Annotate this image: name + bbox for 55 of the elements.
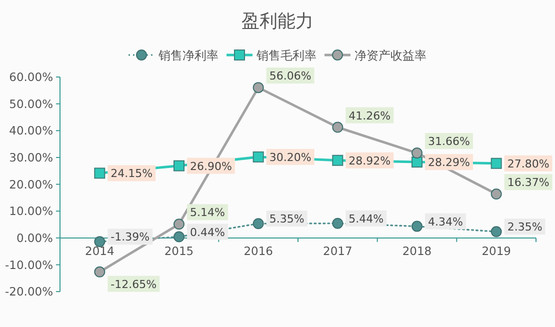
data-label: 30.20%: [269, 150, 312, 164]
y-tick-label: 10.00%: [9, 204, 54, 218]
point: [94, 168, 106, 179]
y-tick-label: -10.00%: [5, 258, 54, 272]
x-tick-label: 2019: [482, 244, 511, 258]
data-label: 4.34%: [428, 215, 463, 228]
point: [332, 218, 344, 229]
point: [174, 218, 184, 230]
data-label: 5.35%: [269, 212, 304, 226]
legend-label: 销售净利率: [158, 48, 218, 62]
point: [490, 226, 502, 238]
data-label: -1.39%: [110, 230, 150, 244]
data-label: 24.15%: [110, 167, 153, 180]
point: [174, 160, 184, 172]
legend-label: 净资产收益率: [354, 48, 426, 62]
point: [252, 82, 264, 94]
x-tick-label: 2016: [244, 244, 273, 258]
point: [412, 220, 422, 232]
chart-title: 盈利能力: [242, 11, 314, 32]
y-tick-label: 20.00%: [9, 177, 54, 192]
x-tick-label: 2014: [85, 244, 114, 258]
data-label: 41.26%: [348, 109, 391, 122]
data-label: 2.35%: [507, 220, 542, 234]
point: [94, 236, 106, 248]
y-tick-label: 30.00%: [9, 150, 54, 164]
x-tick-label: 2018: [402, 244, 432, 258]
point: [252, 151, 264, 162]
data-label: 16.37%: [507, 176, 550, 190]
legend-label: 销售毛利率: [256, 48, 316, 62]
data-label: 5.14%: [190, 206, 225, 220]
data-label: 28.29%: [428, 156, 470, 170]
y-tick-label: 0.00%: [16, 230, 54, 245]
point: [174, 231, 184, 242]
point: [332, 154, 344, 166]
y-tick-label: 50.00%: [9, 96, 54, 111]
point: [332, 122, 344, 133]
y-tick-label: 40.00%: [9, 124, 54, 138]
y-tick-label: 60.00%: [9, 70, 54, 84]
point: [490, 188, 502, 200]
data-label: 26.90%: [190, 160, 232, 173]
point: [94, 266, 106, 278]
data-label: 5.44%: [348, 212, 384, 226]
point: [490, 158, 502, 169]
data-label: 28.92%: [348, 154, 391, 168]
y-tick-label: -20.00%: [5, 284, 54, 299]
point: [412, 156, 422, 168]
point: [412, 148, 422, 159]
data-label: 0.44%: [190, 226, 225, 239]
x-tick-label: 2015: [164, 244, 194, 258]
data-label: 31.66%: [428, 135, 470, 148]
data-label: 56.06%: [269, 70, 312, 83]
x-tick-label: 2017: [323, 244, 352, 258]
data-label: 27.80%: [507, 157, 550, 170]
point: [252, 218, 264, 230]
data-label: -12.65%: [110, 278, 157, 291]
